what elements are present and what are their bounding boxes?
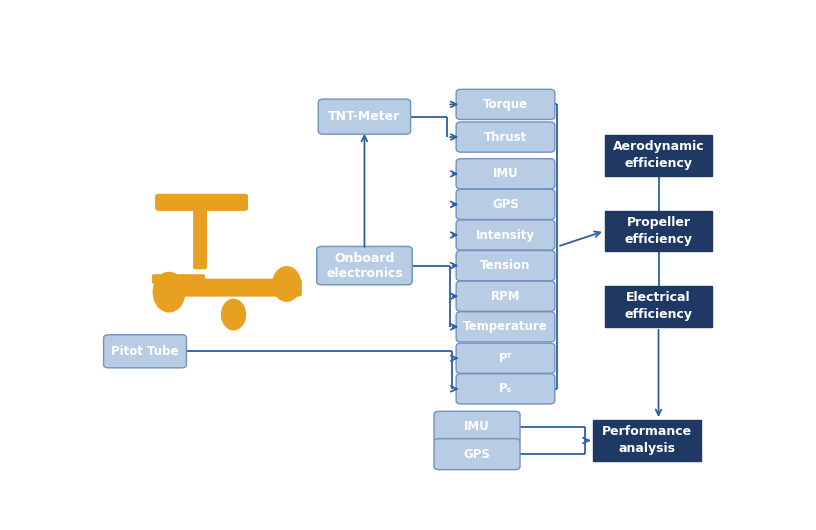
FancyBboxPatch shape (155, 279, 302, 297)
Text: Propeller
efficiency: Propeller efficiency (624, 216, 693, 246)
FancyBboxPatch shape (193, 199, 207, 269)
FancyBboxPatch shape (456, 158, 555, 189)
FancyBboxPatch shape (182, 274, 205, 282)
FancyBboxPatch shape (456, 281, 555, 311)
FancyBboxPatch shape (456, 343, 555, 373)
FancyBboxPatch shape (434, 411, 520, 443)
Text: GPS: GPS (463, 448, 490, 461)
Text: Pitot Tube: Pitot Tube (111, 345, 179, 358)
Text: IMU: IMU (493, 167, 518, 180)
Text: Aerodynamic
efficiency: Aerodynamic efficiency (613, 140, 704, 171)
FancyBboxPatch shape (456, 374, 555, 404)
Text: Torque: Torque (483, 98, 528, 111)
FancyBboxPatch shape (605, 210, 712, 251)
Ellipse shape (153, 272, 185, 313)
FancyBboxPatch shape (605, 135, 712, 176)
Text: TNT-Meter: TNT-Meter (328, 110, 401, 123)
FancyBboxPatch shape (456, 312, 555, 342)
FancyBboxPatch shape (456, 90, 555, 119)
FancyBboxPatch shape (104, 335, 186, 368)
Text: Electrical
efficiency: Electrical efficiency (624, 292, 693, 321)
Text: Onboard
electronics: Onboard electronics (326, 252, 403, 280)
FancyBboxPatch shape (456, 122, 555, 152)
Text: GPS: GPS (492, 198, 519, 211)
Ellipse shape (221, 299, 246, 331)
Text: Temperature: Temperature (463, 320, 548, 333)
FancyBboxPatch shape (605, 286, 712, 327)
Text: Pₛ: Pₛ (499, 382, 512, 395)
FancyBboxPatch shape (152, 274, 185, 284)
FancyBboxPatch shape (318, 99, 410, 134)
Text: Performance
analysis: Performance analysis (602, 425, 692, 455)
FancyBboxPatch shape (593, 420, 701, 461)
FancyBboxPatch shape (456, 189, 555, 219)
Ellipse shape (272, 266, 301, 302)
Text: Thrust: Thrust (484, 130, 527, 144)
FancyBboxPatch shape (434, 439, 520, 470)
Text: IMU: IMU (464, 420, 490, 434)
Text: RPM: RPM (490, 290, 521, 303)
Text: Pᵀ: Pᵀ (499, 352, 512, 365)
FancyBboxPatch shape (317, 246, 412, 285)
FancyBboxPatch shape (456, 251, 555, 281)
Text: Tension: Tension (481, 259, 530, 272)
FancyBboxPatch shape (456, 220, 555, 250)
FancyBboxPatch shape (155, 194, 248, 211)
Text: Intensity: Intensity (476, 228, 535, 242)
